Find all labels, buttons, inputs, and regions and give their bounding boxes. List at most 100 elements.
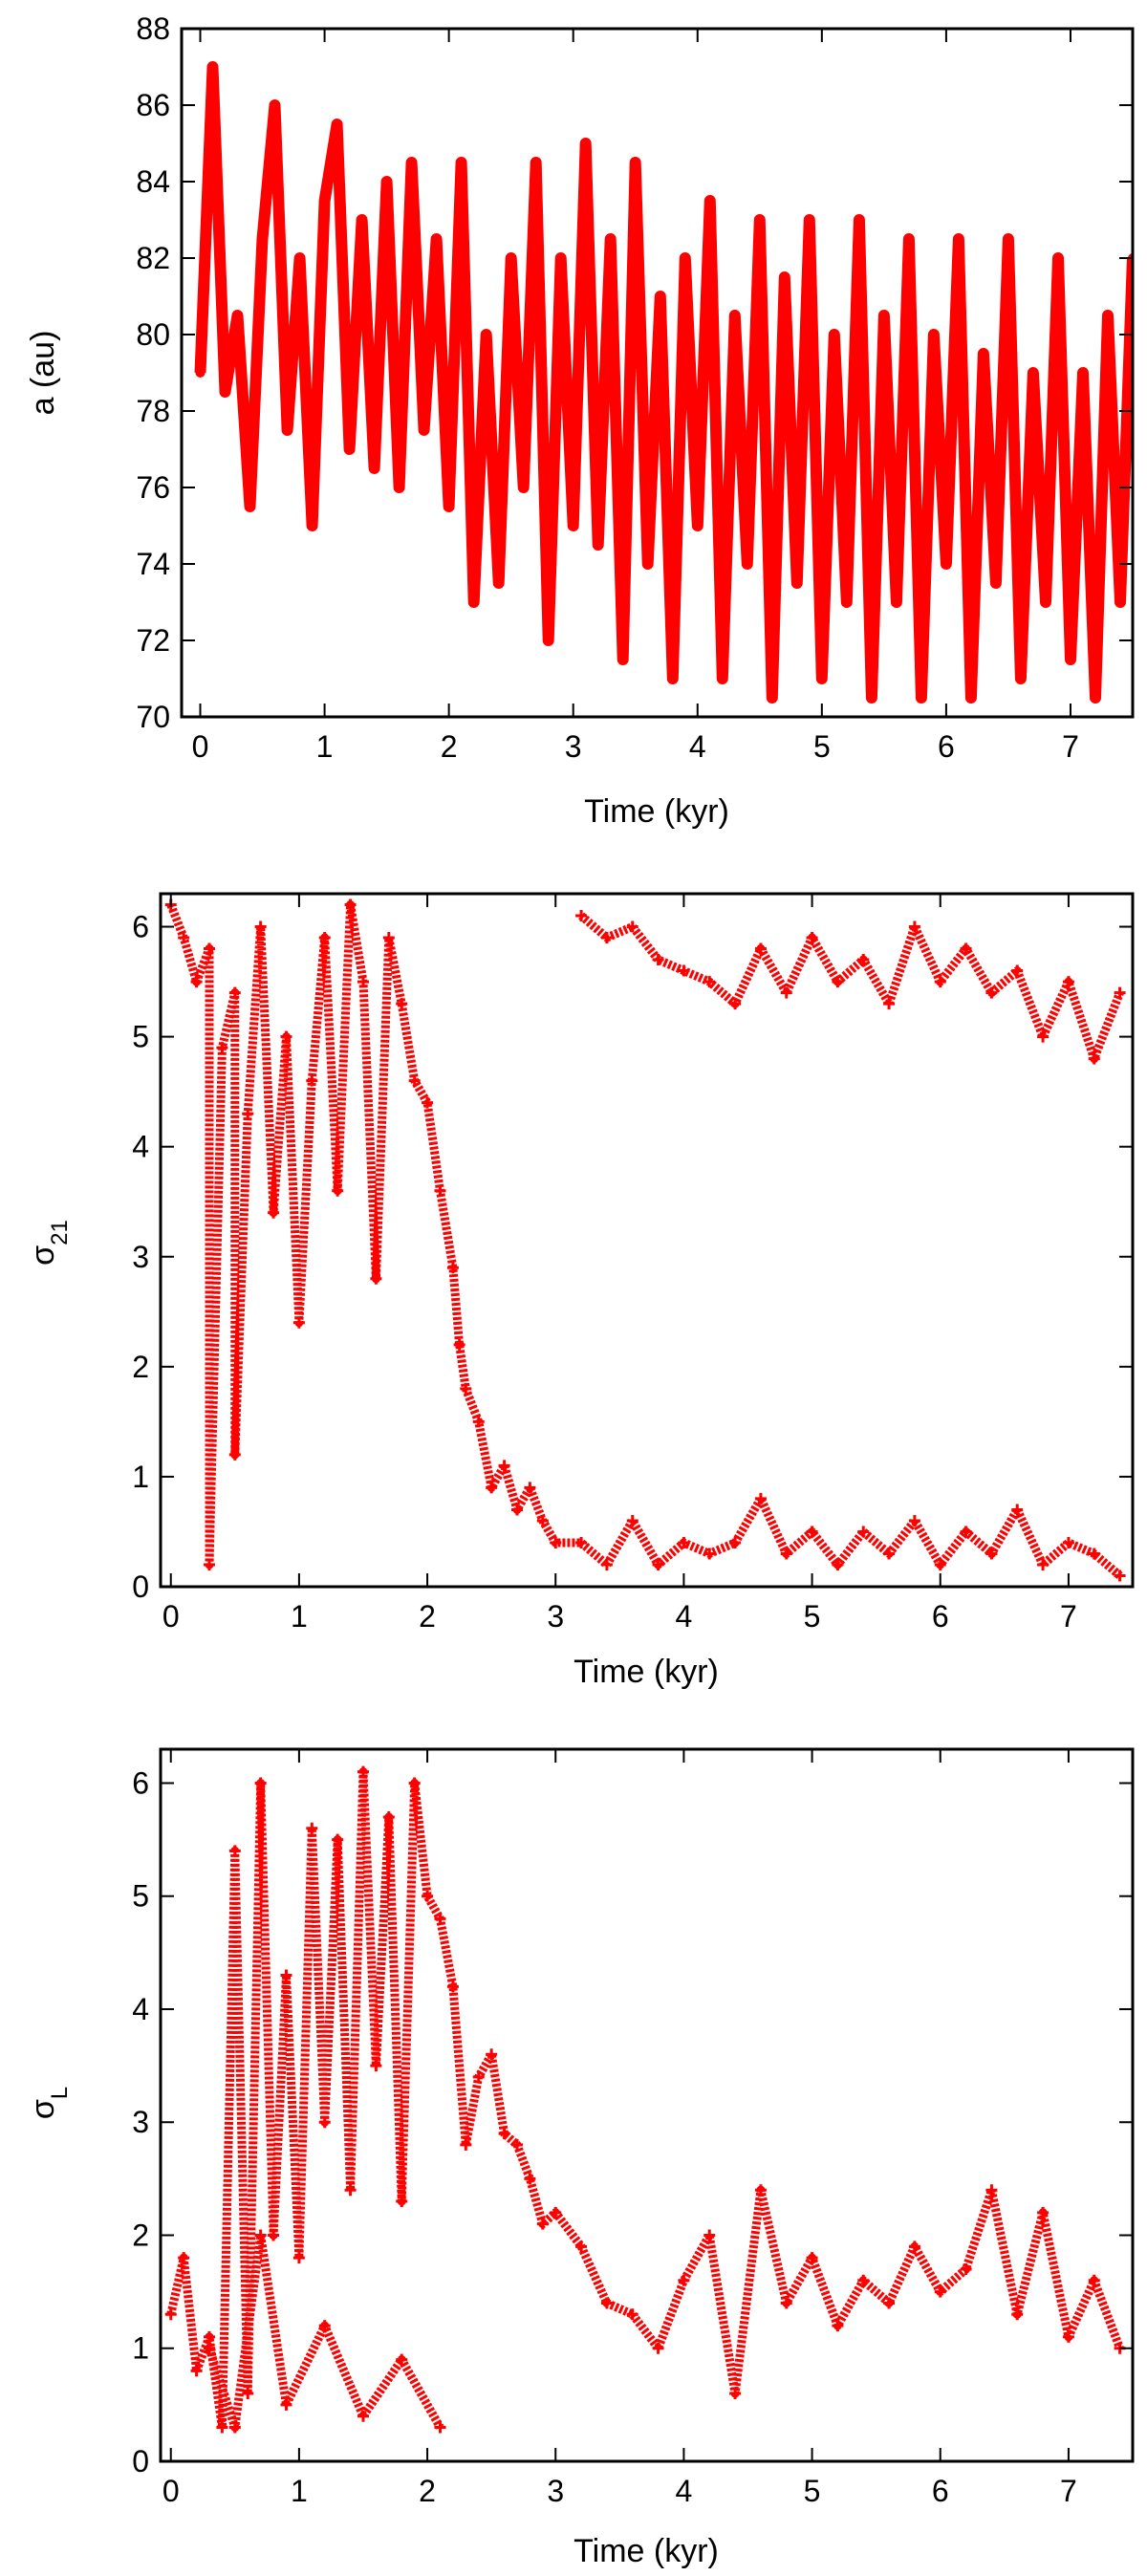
data-point — [370, 1272, 382, 1285]
data-point — [460, 2138, 472, 2151]
data-point — [319, 196, 330, 206]
data-point — [422, 1890, 434, 1902]
data-point — [216, 2421, 228, 2434]
data-point — [928, 330, 939, 339]
data-point — [332, 119, 342, 129]
data-point — [642, 559, 653, 569]
data-point — [704, 196, 715, 206]
data-point — [307, 521, 317, 530]
data-point — [220, 387, 230, 397]
data-point — [1062, 2330, 1074, 2343]
data-point — [575, 2240, 588, 2253]
data-point — [524, 1482, 536, 1494]
data-point — [318, 932, 331, 944]
data-point — [934, 1558, 946, 1570]
data-point — [580, 139, 591, 148]
data-point — [1037, 2206, 1050, 2219]
data-point — [1028, 368, 1038, 378]
x-tick-label: 5 — [804, 1599, 821, 1634]
y-tick-label: 72 — [136, 623, 170, 658]
data-point — [1065, 655, 1075, 664]
y-tick-label: 86 — [136, 88, 170, 122]
data-point — [344, 444, 355, 454]
data-point — [857, 2274, 870, 2286]
data-point — [754, 1492, 767, 1504]
data-point — [652, 2342, 664, 2354]
data-point — [468, 597, 479, 607]
data-point — [493, 578, 504, 588]
y-tick-label: 1 — [132, 2331, 149, 2366]
data-point — [203, 2330, 215, 2343]
plot-area: 0 1 2 3 4 5 6 0 1 2 3 4 5 6 7 — [132, 892, 1135, 1634]
series-track — [205, 2231, 444, 2432]
x-tick-label: 3 — [565, 729, 582, 764]
x-tick-label: 4 — [676, 1599, 693, 1634]
data-point — [1062, 1536, 1074, 1548]
semi-major-axis-chart: 70 72 74 76 78 80 82 84 86 88 0 1 2 3 4 5 6 7 Time (kyr)… — [25, 11, 1135, 830]
data-point — [178, 932, 190, 944]
data-point — [498, 2128, 510, 2140]
data-point — [536, 1514, 549, 1526]
data-point — [908, 2240, 920, 2253]
x-tick-label: 2 — [419, 1599, 436, 1634]
x-axis-label: Time (kyr) — [574, 1654, 719, 1690]
data-point — [453, 1338, 465, 1351]
data-point — [985, 2184, 998, 2197]
data-point — [431, 234, 442, 244]
data-point — [978, 349, 988, 358]
x-tick-label: 3 — [547, 1599, 564, 1634]
data-point — [232, 311, 243, 320]
data-point — [543, 636, 553, 645]
y-tick-label: 5 — [132, 1020, 149, 1054]
y-axis-label-main: σ — [25, 2099, 61, 2119]
data-point — [344, 2184, 357, 2197]
data-point — [857, 1526, 870, 1538]
data-point — [626, 920, 638, 933]
data-point — [456, 158, 466, 167]
y-tick-label: 2 — [132, 2218, 149, 2252]
data-point — [1011, 2308, 1024, 2321]
data-point — [1037, 1558, 1050, 1570]
data-point — [934, 2285, 946, 2298]
data-point — [406, 158, 417, 167]
y-tick-label: 2 — [132, 1350, 149, 1384]
data-point — [306, 1822, 318, 1834]
data-point — [703, 976, 716, 988]
data-point — [742, 559, 752, 569]
data-point — [292, 2252, 305, 2264]
data-point — [692, 521, 703, 530]
y-axis-label-main: a (au) — [25, 331, 61, 416]
y-axis: 0 1 2 3 4 5 6 — [132, 910, 1133, 1604]
data-point — [729, 2388, 742, 2400]
data-point — [575, 910, 588, 922]
x-tick-label: 5 — [813, 729, 831, 764]
data-point — [652, 954, 664, 966]
data-point — [207, 62, 218, 72]
data-point — [1062, 976, 1074, 988]
data-point — [767, 693, 777, 703]
y-tick-label: 70 — [136, 700, 170, 734]
data-point — [667, 674, 678, 683]
x-tick-label: 1 — [316, 729, 334, 764]
data-point — [575, 1536, 588, 1548]
data-point — [626, 2308, 638, 2321]
x-tick-label: 7 — [1060, 1599, 1077, 1634]
data-point — [883, 998, 896, 1010]
data-point — [268, 1206, 280, 1219]
data-point — [857, 954, 870, 966]
data-point — [306, 1074, 318, 1087]
data-point — [1015, 674, 1026, 683]
data-point — [396, 2196, 408, 2208]
data-point — [434, 1913, 446, 1925]
data-point — [228, 1845, 241, 1857]
x-tick-label: 6 — [932, 1599, 949, 1634]
data-point — [617, 655, 628, 664]
data-point — [903, 234, 914, 244]
y-tick-label: 0 — [132, 2444, 149, 2479]
data-point — [419, 425, 429, 435]
data-point — [832, 1558, 844, 1570]
y-tick-label: 76 — [136, 470, 170, 505]
x-tick-label: 7 — [1062, 729, 1079, 764]
data-point — [960, 1526, 972, 1538]
data-point — [652, 1558, 664, 1570]
